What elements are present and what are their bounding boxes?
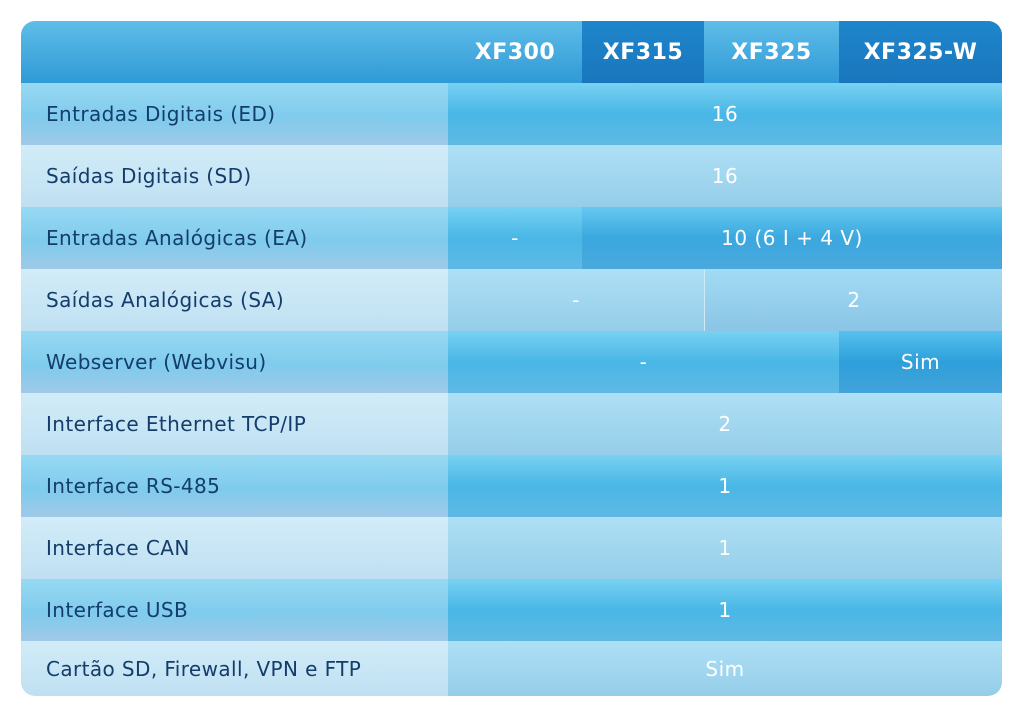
value-cell: 16 — [448, 83, 1002, 145]
table-header: XF300 XF315 XF325 XF325-W — [21, 21, 1002, 83]
row-label: Entradas Digitais (ED) — [21, 83, 448, 145]
row-label: Interface RS-485 — [21, 455, 448, 517]
value-cell: 2 — [704, 269, 1002, 331]
table-row-cartao-sd: Cartão SD, Firewall, VPN e FTP Sim — [21, 641, 1002, 696]
value-cell: 2 — [448, 393, 1002, 455]
table-row-saidas-digitais: Saídas Digitais (SD) 16 — [21, 145, 1002, 207]
row-label: Webserver (Webvisu) — [21, 331, 448, 393]
value-cell: 10 (6 I + 4 V) — [582, 207, 1002, 269]
value-cell: 1 — [448, 455, 1002, 517]
row-label: Interface Ethernet TCP/IP — [21, 393, 448, 455]
value-cell: - — [448, 207, 582, 269]
header-xf325-w: XF325-W — [839, 21, 1002, 83]
value-cell: 1 — [448, 517, 1002, 579]
header-xf315: XF315 — [582, 21, 704, 83]
row-label: Cartão SD, Firewall, VPN e FTP — [21, 641, 448, 696]
table-row-can: Interface CAN 1 — [21, 517, 1002, 579]
row-label: Saídas Digitais (SD) — [21, 145, 448, 207]
table-row-entradas-digitais: Entradas Digitais (ED) 16 — [21, 83, 1002, 145]
table-row-webserver: Webserver (Webvisu) - Sim — [21, 331, 1002, 393]
row-label: Saídas Analógicas (SA) — [21, 269, 448, 331]
table-row-saidas-analogicas: Saídas Analógicas (SA) - 2 — [21, 269, 1002, 331]
table-row-ethernet: Interface Ethernet TCP/IP 2 — [21, 393, 1002, 455]
value-cell: 1 — [448, 579, 1002, 641]
value-cell: Sim — [448, 641, 1002, 696]
value-cell: - — [448, 331, 839, 393]
row-label: Interface CAN — [21, 517, 448, 579]
header-xf325: XF325 — [731, 39, 812, 65]
row-label: Interface USB — [21, 579, 448, 641]
table-row-usb: Interface USB 1 — [21, 579, 1002, 641]
row-label: Entradas Analógicas (EA) — [21, 207, 448, 269]
table-row-rs485: Interface RS-485 1 — [21, 455, 1002, 517]
value-cell: - — [448, 269, 704, 331]
value-cell: 16 — [448, 145, 1002, 207]
value-cell: Sim — [839, 331, 1002, 393]
table-row-entradas-analogicas: Entradas Analógicas (EA) - 10 (6 I + 4 V… — [21, 207, 1002, 269]
comparison-table: XF300 XF315 XF325 XF325-W Entradas Digit… — [21, 21, 1002, 696]
header-xf300: XF300 — [474, 39, 556, 65]
